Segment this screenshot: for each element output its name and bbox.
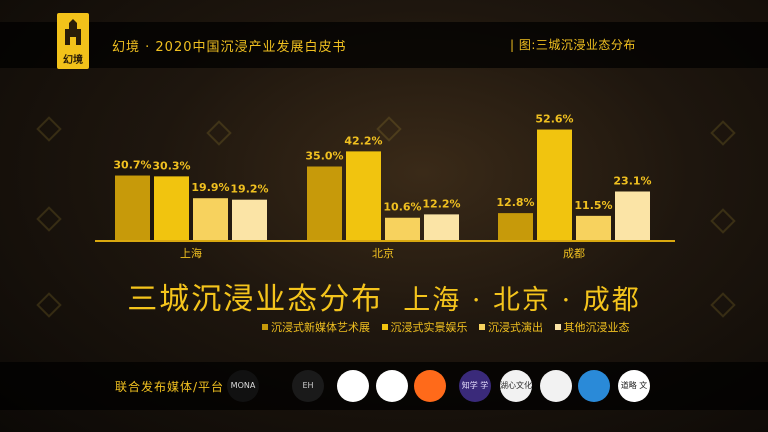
data-label: 42.2% [344,134,382,147]
bar [346,151,381,240]
data-label: 11.5% [574,199,612,212]
bar [576,215,611,240]
data-label: 23.1% [613,174,651,187]
partner-logo: 知学 学院 [459,370,491,402]
legend-label: 其他沉浸业态 [563,321,630,334]
bar [307,166,342,240]
x-tick-label: 北京 [372,246,394,260]
bar [498,213,533,240]
data-label: 10.6% [383,201,421,214]
data-label: 12.2% [422,197,460,210]
partner-logo [376,370,408,402]
partner-label: 联合发布媒体/平台 [115,380,225,394]
bar [154,176,189,240]
chart-legend: 沉浸式新媒体艺术展 沉浸式实景娱乐 沉浸式演出 其他沉浸业态 [262,319,638,335]
logo-text: 幻境 [63,55,83,66]
partner-logo [540,370,572,402]
x-tick-label: 上海 [180,246,202,260]
bar [615,191,650,240]
partner-logo: 道略 文旅 [618,370,650,402]
header-bar [0,22,768,68]
partner-logo: MONA [227,370,259,402]
bar [424,214,459,240]
partner-logo: 湖心文化 [500,370,532,402]
legend-item: 沉浸式新媒体艺术展 [262,321,370,334]
legend-item: 其他沉浸业态 [554,321,630,334]
data-label: 12.8% [496,196,534,209]
bar [537,129,572,240]
logo: 幻境 [57,13,89,69]
chart-title-text: 三城沉浸业态分布 [127,282,384,317]
legend-swatch [479,324,485,330]
chart-subtitle: 上海 · 北京 · 成都 [403,285,641,316]
legend-label: 沉浸式演出 [488,321,543,334]
data-label: 30.3% [152,159,190,172]
legend-label: 沉浸式实景娱乐 [390,321,468,334]
bar [232,199,267,240]
legend-swatch [262,324,268,330]
partner-logo [414,370,446,402]
bar [115,175,150,240]
data-label: 19.9% [191,181,229,194]
partner-logo: EH [292,370,324,402]
page-title: 幻境 · 2020中国沉浸产业发展白皮书 [112,40,347,55]
chart-title: 三城沉浸业态分布 上海 · 北京 · 成都 [0,274,768,318]
castle-icon [65,19,81,45]
partner-logo [578,370,610,402]
figure-label: | 图:三城沉浸业态分布 [510,38,636,52]
bar [385,217,420,240]
bar [193,198,228,240]
legend-item: 沉浸式演出 [479,321,543,334]
partner-logo [337,370,369,402]
legend-swatch [381,324,388,330]
legend-label: 沉浸式新媒体艺术展 [271,321,370,334]
legend-item: 沉浸式实景娱乐 [381,321,468,334]
data-label: 52.6% [535,113,573,126]
legend-swatch [554,324,561,330]
x-tick-label: 成都 [563,247,585,260]
data-label: 30.7% [113,159,151,172]
data-label: 19.2% [230,183,268,196]
data-label: 35.0% [305,150,343,163]
